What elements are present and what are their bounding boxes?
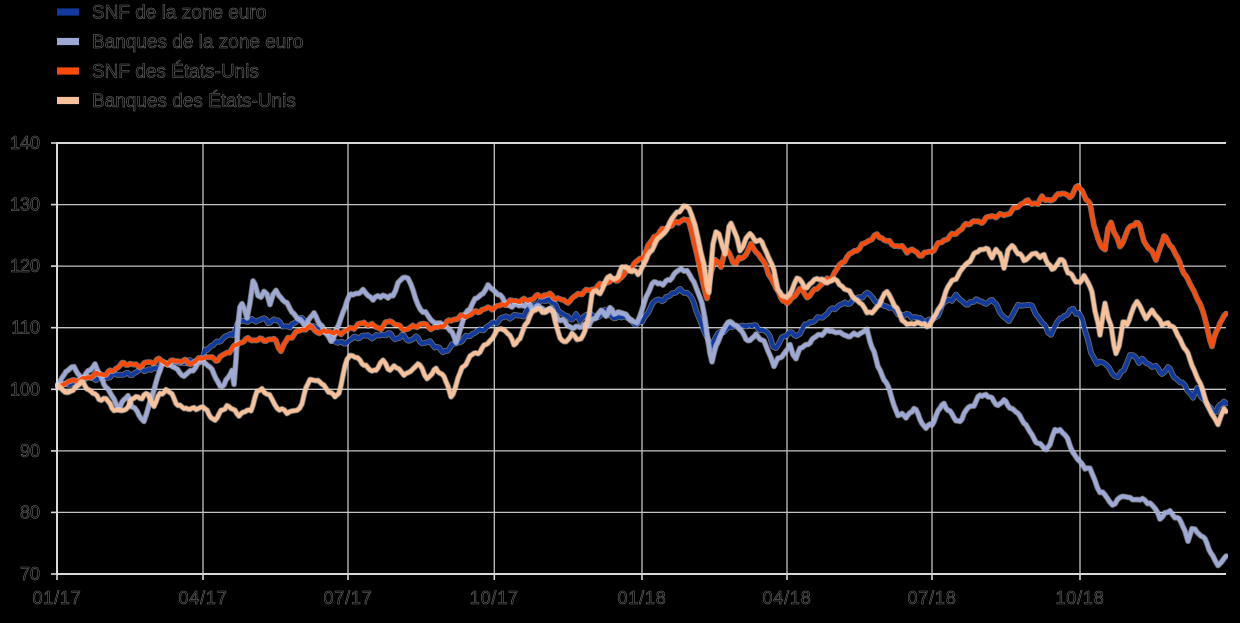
svg-text:04/17: 04/17 [178, 588, 227, 608]
svg-text:100: 100 [10, 379, 40, 399]
svg-text:70: 70 [20, 564, 40, 584]
svg-text:110: 110 [11, 318, 40, 338]
svg-text:90: 90 [20, 441, 40, 461]
svg-text:10/17: 10/17 [470, 588, 519, 608]
svg-text:140: 140 [10, 133, 40, 153]
svg-text:120: 120 [10, 256, 40, 276]
svg-text:80: 80 [20, 502, 40, 522]
svg-text:SNF de la zone euro: SNF de la zone euro [92, 3, 266, 24]
svg-text:SNF des États-Unis: SNF des États-Unis [92, 62, 259, 83]
svg-text:01/18: 01/18 [617, 588, 666, 608]
svg-text:10/18: 10/18 [1055, 588, 1104, 608]
svg-text:07/18: 07/18 [907, 588, 956, 608]
svg-text:04/18: 04/18 [762, 588, 811, 608]
svg-text:Banques de la zone euro: Banques de la zone euro [92, 32, 303, 53]
svg-text:130: 130 [10, 195, 40, 215]
svg-text:Banques des États-Unis: Banques des États-Unis [92, 91, 296, 112]
svg-text:07/17: 07/17 [323, 588, 372, 608]
svg-text:01/17: 01/17 [32, 588, 81, 608]
